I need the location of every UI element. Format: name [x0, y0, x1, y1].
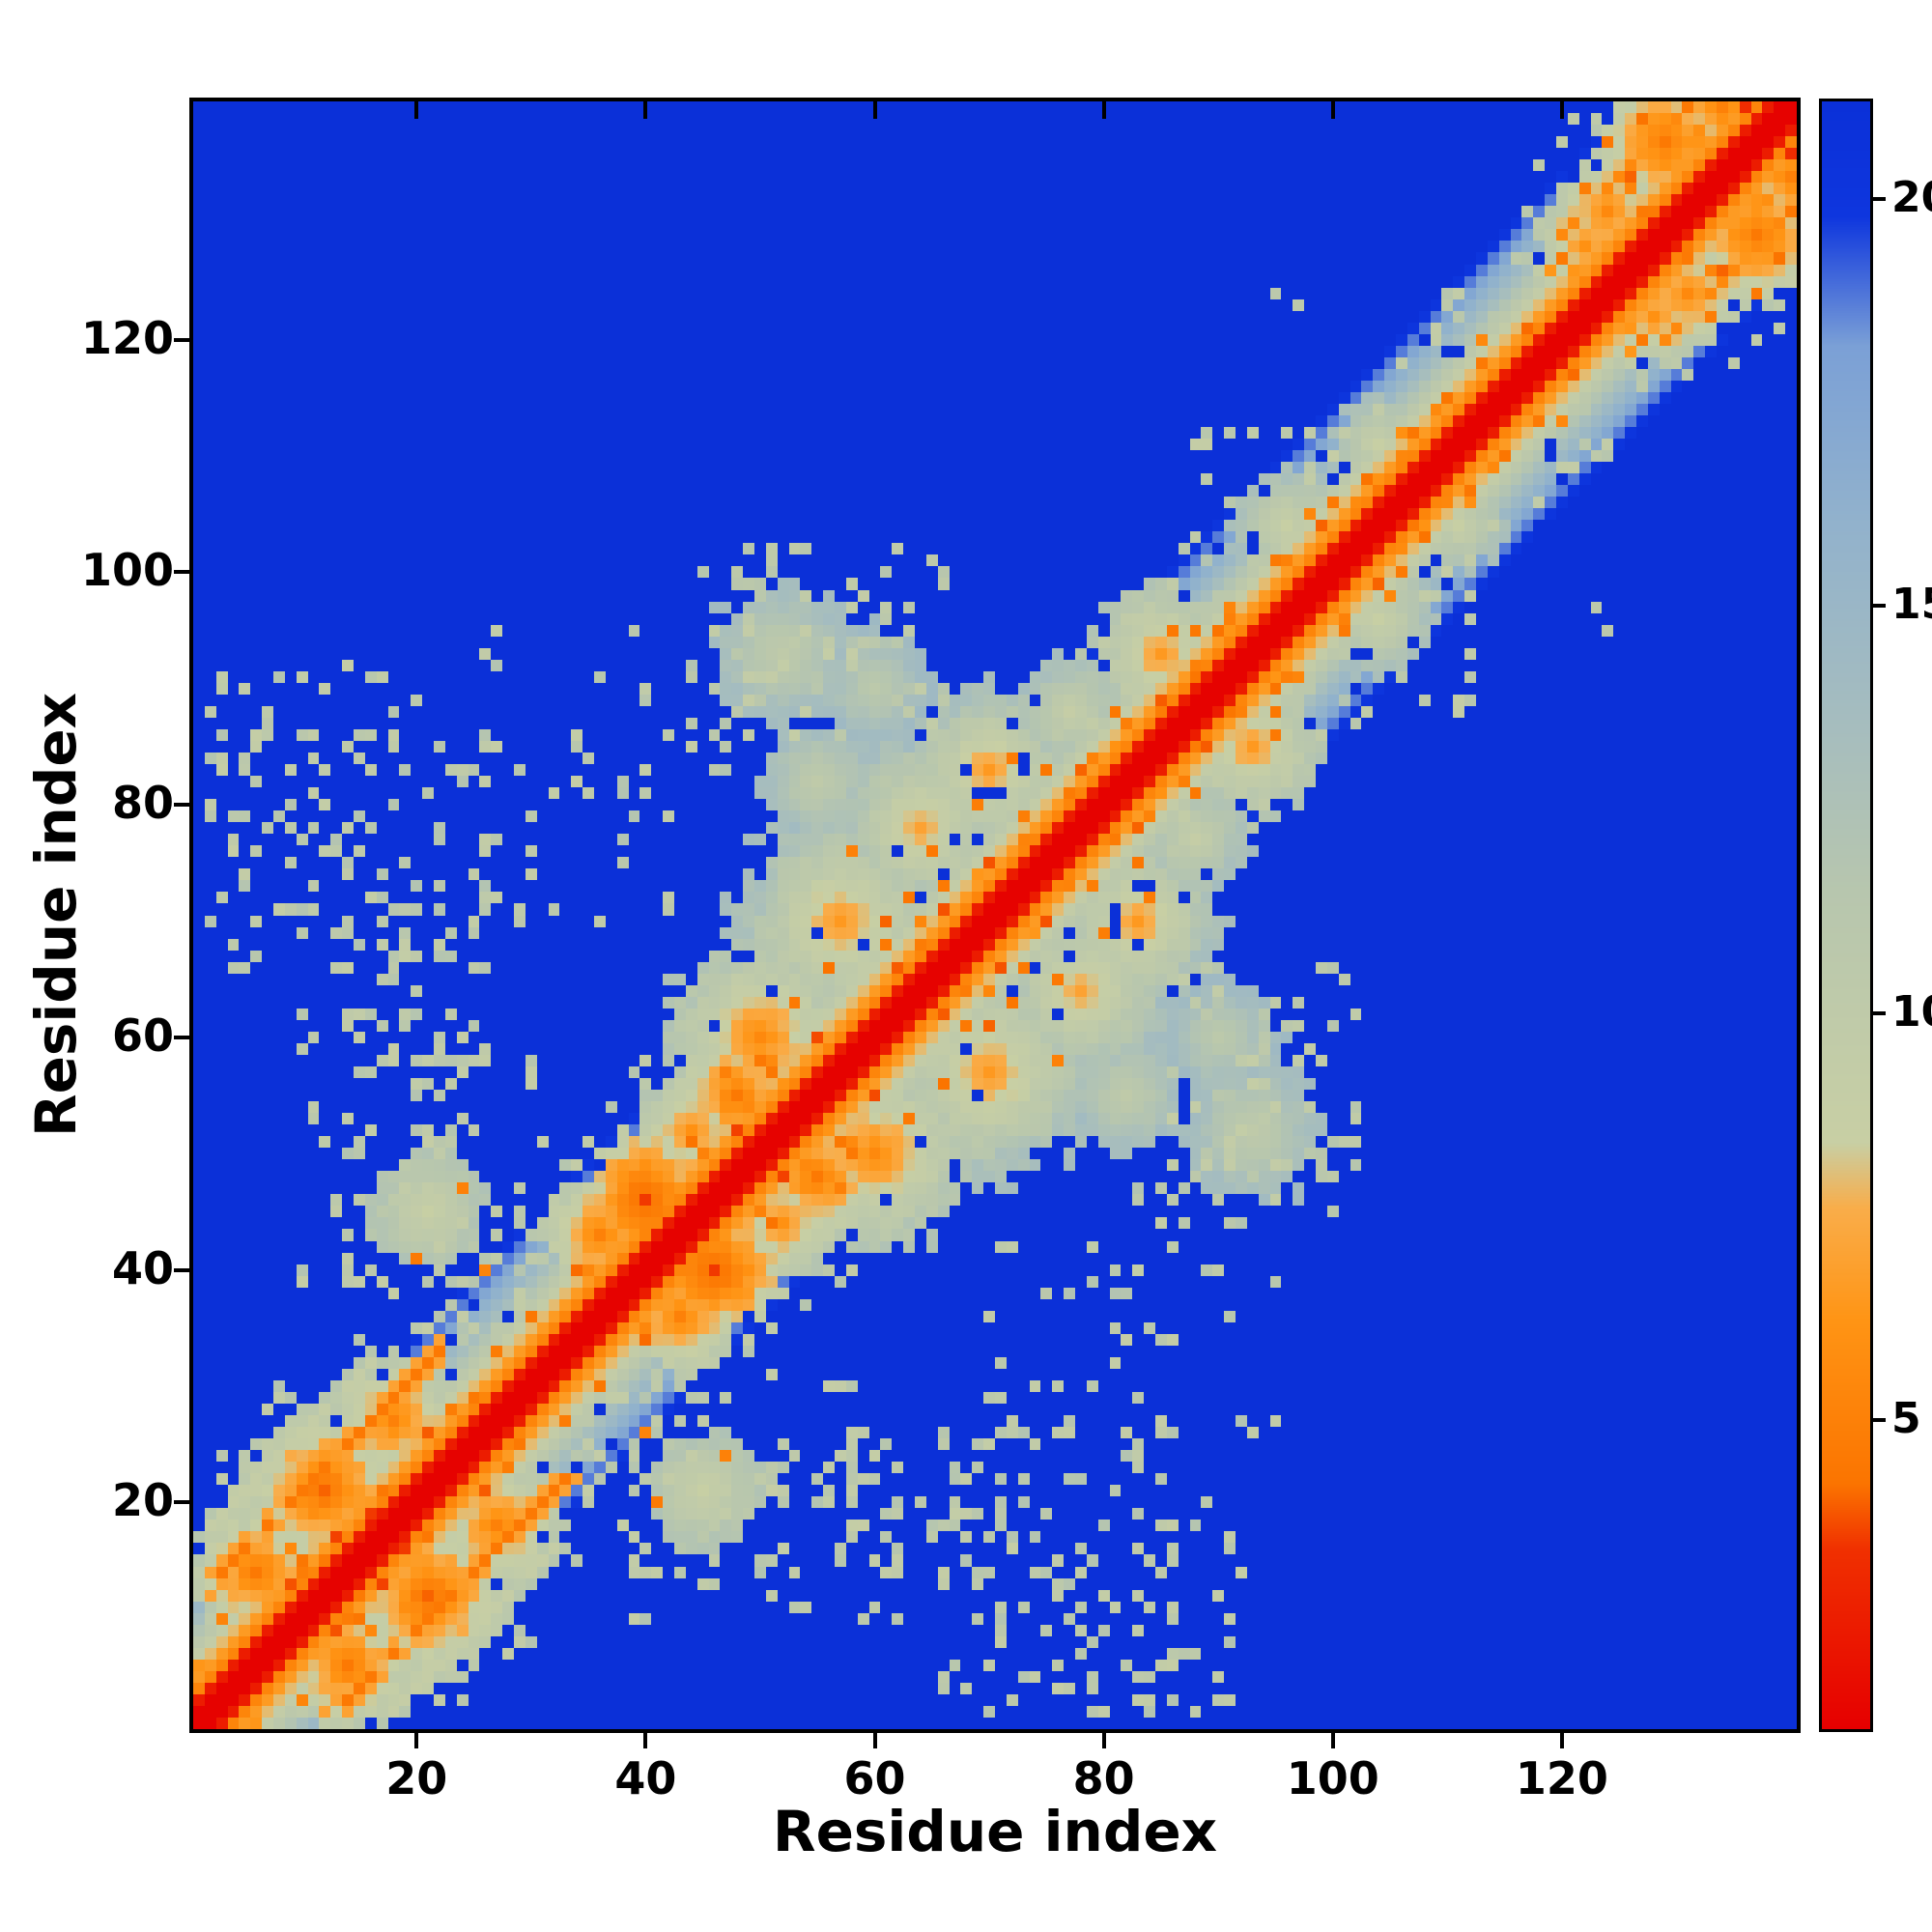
x-tick-mark-bottom [1559, 1733, 1564, 1748]
colorbar-tick-label: 15 [1891, 580, 1932, 630]
x-axis-label: Residue index [772, 1799, 1218, 1864]
x-tick-mark-bottom [1330, 1733, 1335, 1748]
x-tick-label: 120 [1515, 1752, 1608, 1804]
x-tick-label: 60 [843, 1752, 906, 1804]
y-tick-mark [174, 1035, 189, 1039]
colorbar-tick-label: 10 [1891, 986, 1932, 1037]
y-tick-label: 120 [80, 311, 174, 364]
x-tick-mark-bottom [414, 1733, 419, 1748]
y-tick-label: 100 [80, 544, 174, 597]
y-axis-label: Residue index [23, 692, 89, 1138]
x-tick-mark-bottom [1101, 1733, 1106, 1748]
y-tick-label: 20 [111, 1474, 174, 1527]
x-tick-label: 100 [1286, 1752, 1379, 1804]
y-tick-mark [174, 803, 189, 808]
y-tick-label: 80 [111, 777, 174, 830]
colorbar [1819, 99, 1873, 1732]
colorbar-tick-label: 20 [1891, 173, 1932, 223]
colorbar-tick-mark [1873, 604, 1886, 609]
y-tick-label: 40 [111, 1241, 174, 1294]
x-tick-mark-bottom [872, 1733, 877, 1748]
plot-area [189, 98, 1801, 1733]
heatmap-canvas [193, 101, 1797, 1729]
colorbar-tick-label: 5 [1891, 1393, 1921, 1443]
y-tick-mark [174, 1500, 189, 1505]
x-tick-label: 40 [614, 1752, 677, 1804]
colorbar-tick-mark [1873, 1417, 1886, 1422]
y-tick-label: 60 [111, 1009, 174, 1062]
x-tick-label: 20 [385, 1752, 448, 1804]
colorbar-tick-mark [1873, 1010, 1886, 1015]
colorbar-tick-mark [1873, 197, 1886, 202]
y-tick-mark [174, 1267, 189, 1272]
x-tick-label: 80 [1072, 1752, 1135, 1804]
y-tick-mark [174, 337, 189, 342]
y-tick-mark [174, 570, 189, 575]
x-tick-mark-bottom [643, 1733, 648, 1748]
colorbar-gradient [1822, 101, 1870, 1729]
